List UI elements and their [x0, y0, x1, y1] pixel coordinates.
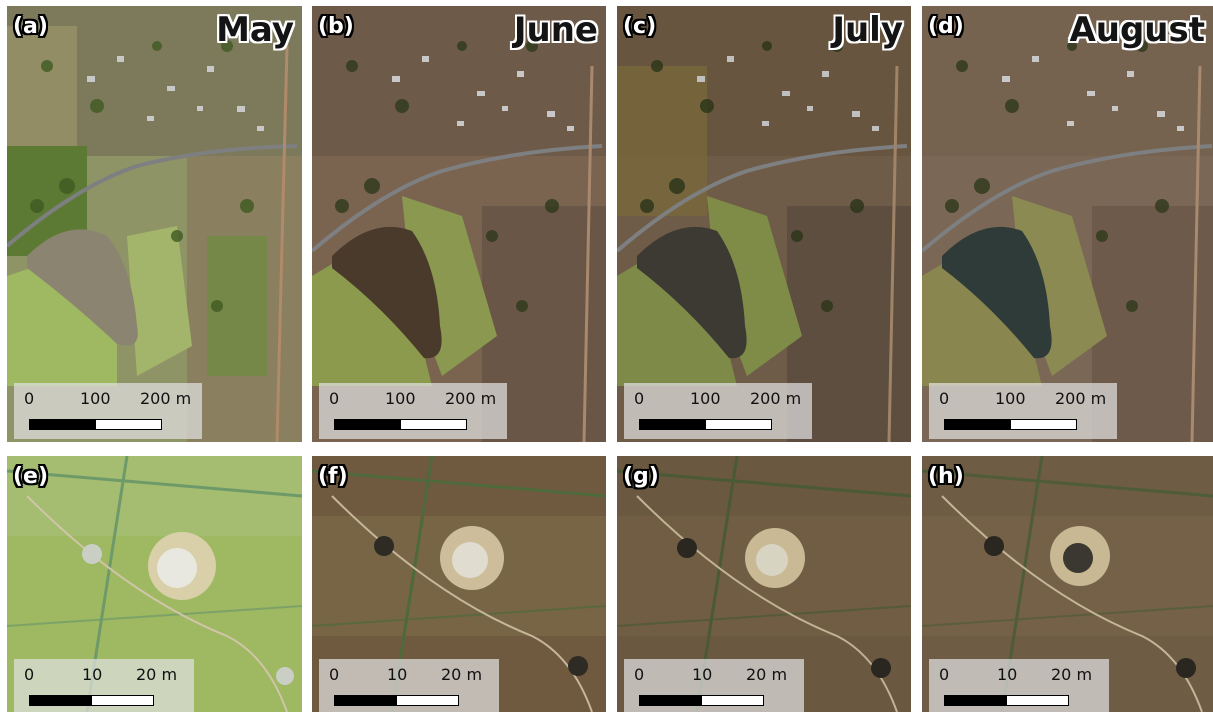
panel-f: (f) 0 10 20 m: [312, 456, 606, 712]
panel-label: (b): [318, 14, 354, 39]
scale-bar: 0 100 200 m: [319, 383, 507, 439]
scale-tick-0: 0: [634, 389, 645, 408]
scale-tick-mid: 100: [690, 389, 721, 408]
scale-bar: 0 10 20 m: [319, 659, 499, 712]
panel-label: (c): [623, 14, 657, 39]
scale-tick-max: 20 m: [746, 665, 788, 684]
aerial-image-july: [617, 6, 911, 442]
month-label: August: [1069, 10, 1205, 50]
scale-bar: 0 100 200 m: [929, 383, 1117, 439]
scale-bar-black-segment: [639, 419, 706, 430]
scale-tick-max: 20 m: [136, 665, 178, 684]
month-label: May: [216, 10, 294, 50]
panel-label: (d): [928, 14, 964, 39]
panel-label: (g): [623, 464, 659, 489]
scale-bar-white-segment: [91, 695, 154, 706]
panel-label: (h): [928, 464, 964, 489]
aerial-image-june: [312, 6, 606, 442]
scale-bar-white-segment: [701, 695, 764, 706]
scale-bar: 0 10 20 m: [624, 659, 804, 712]
scale-tick-mid: 100: [995, 389, 1026, 408]
scale-bar-white-segment: [1010, 419, 1077, 430]
panel-label: (a): [13, 14, 48, 39]
scale-bar-black-segment: [334, 695, 397, 706]
scale-tick-0: 0: [329, 665, 340, 684]
panel-d-august: (d) August 0 100 200 m: [922, 6, 1213, 442]
scale-bar-white-segment: [95, 419, 162, 430]
month-label: July: [832, 10, 903, 50]
scale-bar-white-segment: [705, 419, 772, 430]
scale-tick-mid: 10: [82, 665, 103, 684]
scale-tick-max: 200 m: [140, 389, 192, 408]
scale-tick-mid: 10: [692, 665, 713, 684]
scale-bar-black-segment: [29, 419, 96, 430]
scale-tick-mid: 10: [997, 665, 1018, 684]
scale-tick-max: 200 m: [1055, 389, 1107, 408]
scale-tick-0: 0: [24, 665, 35, 684]
panel-h: (h) 0 10 20 m: [922, 456, 1213, 712]
panel-g: (g) 0 10 20 m: [617, 456, 911, 712]
scale-tick-0: 0: [939, 665, 950, 684]
scale-bar-white-segment: [396, 695, 459, 706]
aerial-image-may: [7, 6, 302, 442]
scale-bar-black-segment: [944, 419, 1011, 430]
panel-a-may: (a) May 0 100 200 m: [7, 6, 302, 442]
scale-tick-max: 20 m: [441, 665, 483, 684]
scale-bar: 0 100 200 m: [14, 383, 202, 439]
scale-bar-black-segment: [334, 419, 401, 430]
scale-tick-max: 200 m: [750, 389, 802, 408]
scale-bar-white-segment: [400, 419, 467, 430]
scale-tick-mid: 100: [385, 389, 416, 408]
panel-label: (f): [318, 464, 348, 489]
panel-label: (e): [13, 464, 49, 489]
scale-bar-black-segment: [639, 695, 702, 706]
scale-bar: 0 10 20 m: [929, 659, 1109, 712]
scale-tick-max: 20 m: [1051, 665, 1093, 684]
panel-e: (e) 0 10 20 m: [7, 456, 302, 712]
scale-tick-0: 0: [939, 389, 950, 408]
scale-bar: 0 100 200 m: [624, 383, 812, 439]
scale-bar-white-segment: [1006, 695, 1069, 706]
scale-bar-black-segment: [944, 695, 1007, 706]
month-label: June: [513, 10, 598, 50]
scale-tick-0: 0: [329, 389, 340, 408]
panel-b-june: (b) June 0 100 200 m: [312, 6, 606, 442]
scale-tick-mid: 10: [387, 665, 408, 684]
scale-tick-mid: 100: [80, 389, 111, 408]
scale-tick-0: 0: [634, 665, 645, 684]
scale-bar: 0 10 20 m: [14, 659, 194, 712]
aerial-image-august: [922, 6, 1213, 442]
panel-c-july: (c) July 0 100 200 m: [617, 6, 911, 442]
scale-bar-black-segment: [29, 695, 92, 706]
scale-tick-0: 0: [24, 389, 35, 408]
scale-tick-max: 200 m: [445, 389, 497, 408]
